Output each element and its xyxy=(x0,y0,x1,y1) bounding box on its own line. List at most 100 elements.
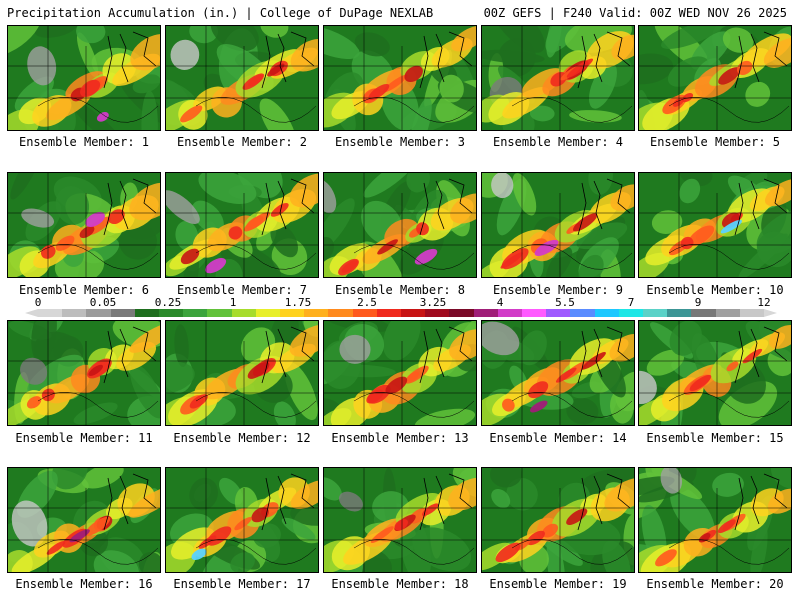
colorbar-segment xyxy=(715,309,741,317)
precip-map xyxy=(639,26,791,130)
colorbar-segment xyxy=(207,309,233,317)
precip-map xyxy=(639,321,791,425)
colorbar-segment xyxy=(62,309,87,317)
colorbar-tick-label: 0.25 xyxy=(154,296,182,309)
colorbar-tick-label: 9 xyxy=(694,296,702,309)
ensemble-member-label: Ensemble Member: 4 xyxy=(492,135,624,149)
ensemble-member-label: Ensemble Member: 5 xyxy=(649,135,781,149)
precip-map xyxy=(8,468,160,572)
ensemble-map-panel xyxy=(165,172,319,278)
ensemble-member-label: Ensemble Member: 18 xyxy=(331,577,469,591)
precip-map xyxy=(166,173,318,277)
colorbar-right-arrow xyxy=(764,309,777,317)
precip-map xyxy=(482,173,634,277)
ensemble-map-panel xyxy=(638,25,792,131)
ensemble-member-label: Ensemble Member: 16 xyxy=(15,577,153,591)
precip-map xyxy=(324,468,476,572)
ensemble-map-panel xyxy=(638,172,792,278)
colorbar-segment xyxy=(352,309,378,317)
ensemble-member-label: Ensemble Member: 8 xyxy=(334,283,466,297)
colorbar-left-arrow xyxy=(25,309,38,317)
colorbar-tick-label: 1 xyxy=(229,296,237,309)
ensemble-map-panel xyxy=(323,172,477,278)
colorbar-tick-label: 5.5 xyxy=(555,296,575,309)
colorbar-tick-label: 12 xyxy=(757,296,771,309)
colorbar-segment xyxy=(546,309,571,317)
colorbar-segment xyxy=(86,309,112,317)
precip-map xyxy=(166,26,318,130)
chart-title: Precipitation Accumulation (in.) | Colle… xyxy=(7,6,434,20)
colorbar-segment xyxy=(110,309,136,317)
colorbar-segment xyxy=(449,309,475,317)
colorbar-segment xyxy=(376,309,402,317)
colorbar-segment xyxy=(594,309,620,317)
colorbar-segment xyxy=(134,309,160,317)
ensemble-map-panel xyxy=(165,467,319,573)
model-valid-time: 00Z GEFS | F240 Valid: 00Z WED NOV 26 20… xyxy=(483,6,787,20)
ensemble-member-label: Ensemble Member: 15 xyxy=(646,431,784,445)
ensemble-member-label: Ensemble Member: 3 xyxy=(334,135,466,149)
ensemble-member-label: Ensemble Member: 10 xyxy=(646,283,784,297)
colorbar-segment xyxy=(328,309,354,317)
colorbar-segment xyxy=(618,309,644,317)
ensemble-member-label: Ensemble Member: 20 xyxy=(646,577,784,591)
colorbar-tick-label: 2.5 xyxy=(357,296,377,309)
precip-map xyxy=(8,321,160,425)
ensemble-map-panel xyxy=(165,25,319,131)
ensemble-map-panel xyxy=(323,467,477,573)
precip-map xyxy=(324,173,476,277)
colorbar-segment xyxy=(255,309,281,317)
colorbar-segment xyxy=(643,309,668,317)
ensemble-map-panel xyxy=(481,172,635,278)
colorbar-tick-label: 0 xyxy=(34,296,42,309)
colorbar-segment xyxy=(183,309,208,317)
colorbar-segment xyxy=(401,309,426,317)
colorbar-segment xyxy=(667,309,692,317)
precip-map xyxy=(8,26,160,130)
ensemble-map-panel xyxy=(481,467,635,573)
colorbar-segment xyxy=(473,309,499,317)
colorbar-tick-label: 7 xyxy=(627,296,635,309)
colorbar-tick-label: 3.25 xyxy=(419,296,447,309)
ensemble-member-label: Ensemble Member: 14 xyxy=(489,431,627,445)
ensemble-map-panel xyxy=(7,25,161,131)
colorbar-tick-label: 4 xyxy=(496,296,504,309)
ensemble-map-panel xyxy=(7,467,161,573)
ensemble-member-label: Ensemble Member: 7 xyxy=(176,283,308,297)
ensemble-map-panel xyxy=(7,320,161,426)
precip-map xyxy=(166,468,318,572)
colorbar-tick-label: 1.75 xyxy=(284,296,312,309)
precip-map xyxy=(482,468,634,572)
precip-map xyxy=(639,468,791,572)
colorbar-segment xyxy=(304,309,329,317)
ensemble-member-label: Ensemble Member: 17 xyxy=(173,577,311,591)
colorbar-segment xyxy=(159,309,184,317)
colorbar-segment xyxy=(497,309,523,317)
colorbar-segment xyxy=(231,309,257,317)
ensemble-map-panel xyxy=(7,172,161,278)
precip-map xyxy=(166,321,318,425)
ensemble-member-label: Ensemble Member: 11 xyxy=(15,431,153,445)
ensemble-map-panel xyxy=(638,467,792,573)
colorbar-segment xyxy=(739,309,765,317)
ensemble-member-label: Ensemble Member: 1 xyxy=(18,135,150,149)
colorbar xyxy=(38,309,765,317)
ensemble-member-label: Ensemble Member: 19 xyxy=(489,577,627,591)
colorbar-segment xyxy=(570,309,596,317)
precip-map xyxy=(482,26,634,130)
colorbar-segment xyxy=(425,309,450,317)
ensemble-member-label: Ensemble Member: 9 xyxy=(492,283,624,297)
ensemble-member-label: Ensemble Member: 6 xyxy=(18,283,150,297)
ensemble-member-label: Ensemble Member: 2 xyxy=(176,135,308,149)
colorbar-segment xyxy=(280,309,305,317)
ensemble-map-panel xyxy=(638,320,792,426)
precip-map xyxy=(324,26,476,130)
ensemble-map-panel xyxy=(165,320,319,426)
ensemble-member-label: Ensemble Member: 12 xyxy=(173,431,311,445)
ensemble-map-panel xyxy=(481,25,635,131)
precip-map xyxy=(8,173,160,277)
colorbar-segment xyxy=(38,309,63,317)
precip-map xyxy=(482,321,634,425)
colorbar-segment xyxy=(522,309,547,317)
colorbar-tick-label: 0.05 xyxy=(89,296,117,309)
